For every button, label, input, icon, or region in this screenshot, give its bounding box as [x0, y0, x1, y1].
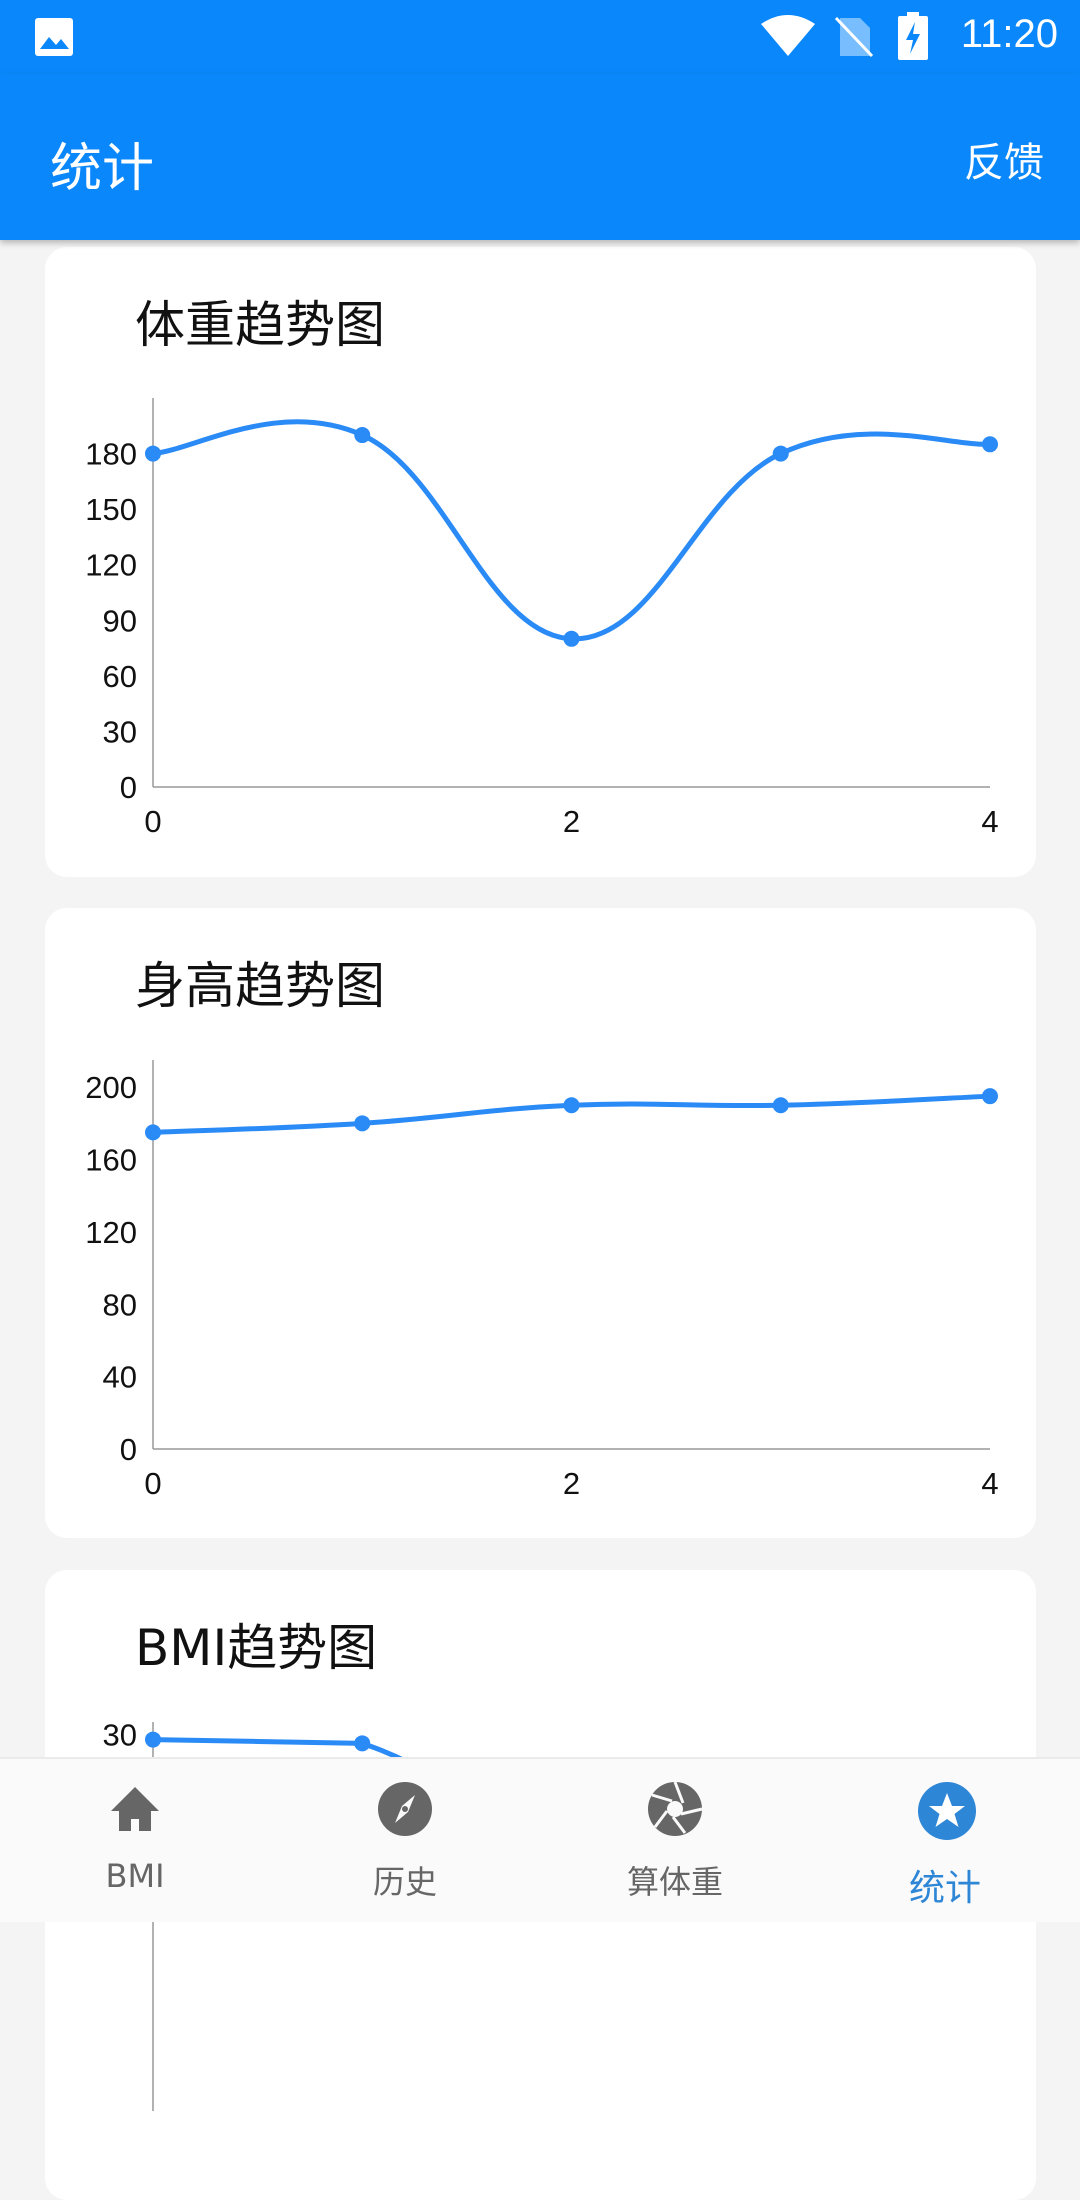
y-tick-label: 160: [85, 1143, 137, 1178]
y-tick-label: 150: [85, 492, 137, 527]
data-point: [982, 436, 998, 453]
x-tick-label: 4: [981, 804, 998, 839]
nav-label: 统计: [908, 1868, 981, 1909]
card-title: BMI趋势图: [135, 1619, 378, 1677]
data-point: [563, 630, 580, 647]
y-tick-label: 120: [85, 548, 137, 583]
y-tick-label: 120: [85, 1215, 137, 1250]
nav-item-history[interactable]: 历史: [270, 1759, 540, 1922]
status-time: 11:20: [960, 12, 1058, 56]
y-tick-label: 80: [103, 1287, 137, 1322]
data-point: [145, 445, 161, 462]
x-tick-label: 2: [563, 1466, 580, 1501]
y-tick-label: 0: [120, 1432, 137, 1467]
weight-trend-chart: 0 30 60 90 120 150 180 0 2 4: [85, 398, 999, 839]
no-sim-icon: [834, 16, 874, 58]
card-title: 体重趋势图: [135, 296, 385, 354]
data-point: [982, 1088, 998, 1105]
data-point: [563, 1097, 580, 1114]
status-bar: 11:20: [0, 0, 1080, 74]
page-title: 统计: [50, 139, 155, 199]
app-bar: 统计 反馈: [0, 74, 1080, 240]
height-trend-card: 身高趋势图 0 40 80 120 160 200 0 2 4: [45, 908, 1036, 1538]
x-tick-label: 0: [144, 1466, 161, 1501]
weight-trend-card: 体重趋势图 0 30 60 90 120 150 180 0 2 4: [45, 247, 1036, 877]
x-tick-label: 0: [144, 804, 161, 839]
y-tick-label: 30: [103, 1718, 137, 1753]
y-tick-label: 180: [85, 437, 137, 472]
image-icon: [35, 18, 73, 56]
wifi-icon: [761, 15, 815, 56]
height-trend-chart: 0 40 80 120 160 200 0 2 4: [85, 1060, 999, 1501]
data-point: [354, 427, 371, 444]
data-point: [354, 1115, 371, 1132]
data-point: [145, 1731, 161, 1748]
series-line: [152, 419, 991, 642]
nav-item-calc-weight[interactable]: 算体重: [540, 1759, 810, 1922]
bottom-navigation: BMI 历史 算体重 统计: [0, 1757, 1080, 1922]
data-point: [354, 1735, 371, 1752]
y-tick-label: 30: [103, 714, 137, 749]
compass-icon: [378, 1782, 432, 1836]
nav-label: BMI: [105, 1857, 165, 1895]
card-title: 身高趋势图: [135, 957, 385, 1015]
home-icon: [111, 1787, 159, 1831]
y-tick-label: 90: [103, 603, 137, 638]
nav-item-bmi[interactable]: BMI: [0, 1759, 270, 1922]
y-tick-label: 60: [103, 659, 137, 694]
battery-charging-icon: [898, 12, 928, 60]
data-point: [772, 445, 789, 462]
y-tick-label: 40: [103, 1360, 137, 1395]
nav-item-statistics[interactable]: 统计: [810, 1759, 1080, 1922]
nav-label: 算体重: [626, 1863, 723, 1901]
nav-label: 历史: [372, 1863, 437, 1901]
x-tick-label: 2: [563, 804, 580, 839]
y-tick-label: 0: [120, 770, 137, 805]
feedback-button[interactable]: 反馈: [964, 140, 1044, 186]
star-icon: [918, 1782, 976, 1840]
data-point: [772, 1097, 789, 1114]
data-point: [145, 1124, 161, 1141]
aperture-icon: [648, 1781, 703, 1836]
x-tick-label: 4: [981, 1466, 998, 1501]
y-tick-label: 200: [85, 1070, 137, 1105]
